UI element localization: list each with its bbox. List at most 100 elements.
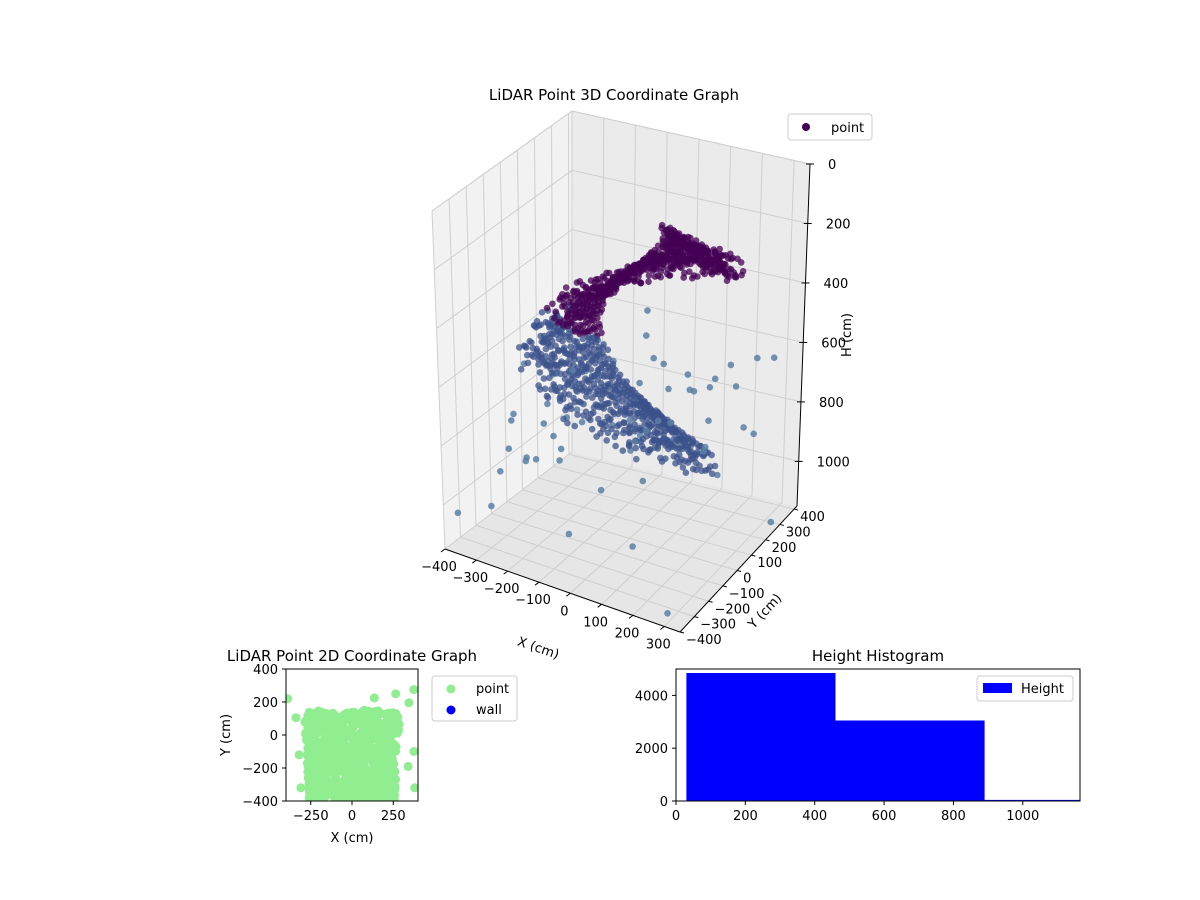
histogram-bar (984, 799, 1080, 801)
plot-frame-hist (675, 668, 1081, 802)
point-2d (346, 777, 355, 787)
point-3d (567, 405, 575, 413)
point-2d (315, 743, 325, 753)
point-3d (691, 257, 698, 265)
point-3d (612, 399, 619, 406)
point-2d (309, 716, 319, 726)
point-3d (720, 260, 728, 268)
point-3d (565, 530, 573, 538)
point-2d (294, 750, 304, 760)
point-2d (296, 783, 306, 793)
point-2d (357, 714, 367, 724)
point-2d (306, 754, 316, 764)
y-axis-label-2d: Y (cm) (219, 714, 234, 757)
point-3d (605, 399, 613, 407)
point-3d (716, 266, 724, 273)
point-3d (536, 369, 544, 376)
point-2d (345, 732, 355, 742)
point-3d (546, 324, 553, 331)
point-3d (530, 353, 537, 361)
point-3d (551, 314, 558, 322)
point-2d (304, 707, 314, 717)
point-3d (579, 387, 586, 394)
y-tick-3d (722, 585, 727, 588)
point-3d (681, 234, 688, 241)
point-3d (540, 375, 548, 382)
point-3d (604, 429, 612, 437)
point-3d (644, 307, 651, 314)
point-3d (569, 366, 576, 374)
point-2d (381, 761, 390, 771)
point-3d (625, 442, 633, 450)
point-3d (554, 320, 562, 327)
grid-line-y (551, 125, 781, 525)
x-tick-label-3d: −300 (452, 571, 488, 586)
point-2d (410, 783, 418, 793)
point-3d (566, 336, 573, 344)
point-3d (488, 502, 495, 510)
point-2d (372, 769, 382, 779)
z-tick-label-3d: 200 (826, 217, 851, 232)
y-tick-label-2d: 200 (253, 696, 278, 711)
point-3d (716, 245, 723, 253)
point-3d (734, 255, 741, 263)
point-3d (580, 412, 587, 419)
point-3d (659, 235, 667, 242)
grid-line-y (482, 174, 723, 587)
point-3d (664, 226, 671, 233)
point-2d (363, 722, 373, 732)
y-tick-label-3d: 300 (786, 525, 811, 540)
point-3d (678, 456, 685, 464)
point-3d (454, 509, 462, 517)
point-2d (334, 741, 344, 751)
point-3d (594, 367, 601, 375)
point-3d (497, 468, 504, 475)
point-3d (645, 272, 653, 279)
point-3d (726, 265, 733, 273)
point-3d (698, 252, 705, 259)
x-tick-label-3d: 300 (646, 637, 671, 652)
point-3d (679, 445, 686, 453)
point-3d (672, 460, 679, 467)
point-2d (338, 751, 348, 761)
point-3d (670, 453, 678, 460)
point-3d (597, 430, 604, 437)
point-3d (640, 445, 647, 453)
point-3d (739, 268, 747, 275)
point-3d (705, 417, 712, 425)
point-2d (325, 777, 335, 787)
x-tick-label-3d: −400 (421, 560, 457, 575)
point-3d (715, 255, 722, 262)
point-3d (714, 471, 721, 479)
y-tick-label-3d: −200 (715, 602, 751, 617)
point-3d (550, 432, 557, 440)
point-3d (573, 388, 581, 395)
x-tick-label-hist: 0 (672, 809, 680, 824)
point-3d (517, 366, 525, 373)
point-2d (409, 747, 418, 756)
point-3d (543, 304, 551, 312)
point-3d (620, 273, 627, 281)
point-3d (660, 360, 667, 368)
point-3d (684, 371, 692, 378)
z-tick-label-3d: 400 (823, 277, 848, 292)
ticks-2d: −250 0 250 −400 −200 0 200 400 (242, 663, 405, 824)
point-3d (546, 374, 553, 382)
point-2d (372, 754, 382, 764)
point-2d (371, 723, 381, 733)
point-3d (770, 354, 778, 362)
y-tick-label-hist: 2000 (635, 742, 668, 757)
x-tick-label-3d: 200 (615, 626, 640, 641)
x-tick-3d (503, 570, 508, 575)
point-2d (321, 709, 331, 718)
point-3d (508, 417, 515, 424)
x-tick-3d (660, 626, 665, 630)
point-3d (510, 410, 517, 418)
point-3d (598, 420, 606, 428)
point-3d (693, 466, 700, 474)
point-3d (574, 411, 581, 419)
point-3d (708, 451, 715, 459)
point-3d (578, 366, 586, 374)
